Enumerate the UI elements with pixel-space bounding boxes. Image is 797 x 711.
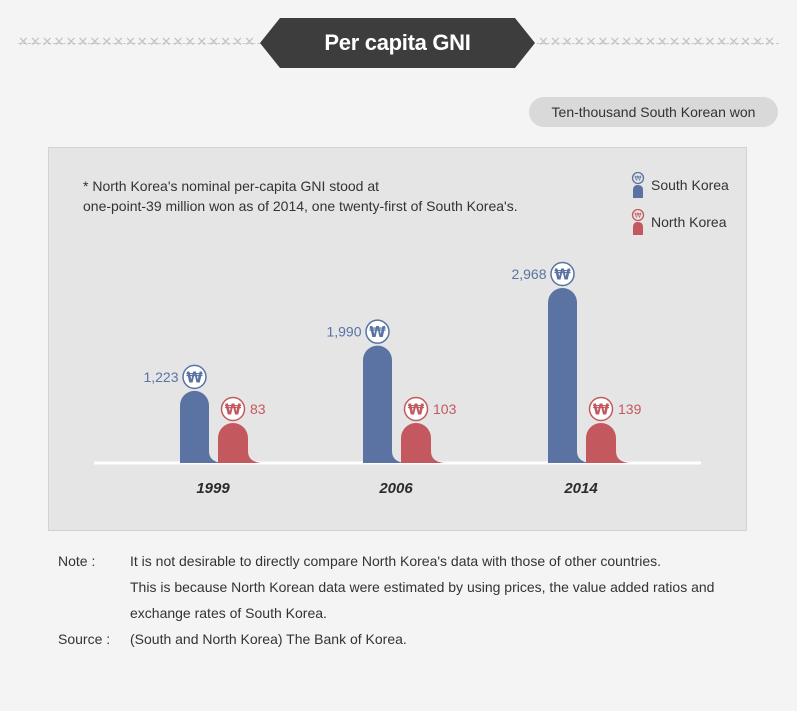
- legend-north-korea: ₩ North Korea: [631, 209, 726, 235]
- bar-north-korea-1999: [218, 423, 264, 463]
- bar-north-korea-2014: [586, 423, 632, 463]
- footnote-line: * North Korea's nominal per-capita GNI s…: [83, 178, 380, 194]
- source-text: (South and North Korea) The Bank of Kore…: [130, 631, 407, 647]
- x-tick-label: 1999: [196, 480, 230, 497]
- data-label: 2,968: [511, 266, 546, 282]
- won-symbol: ₩: [186, 368, 203, 386]
- bar-south-korea-1999: [180, 390, 225, 463]
- page-title: Per capita GNI: [260, 18, 535, 68]
- won-symbol: ₩: [225, 401, 242, 419]
- source-key: Source :: [58, 631, 111, 647]
- won-symbol: ₩: [408, 401, 425, 419]
- title-banner: ✕✕✕✕✕✕✕✕✕✕✕✕✕✕✕✕✕✕✕✕ ✕✕✕✕✕✕ ✕✕✕✕✕✕✕✕✕✕✕✕✕…: [0, 18, 797, 68]
- won-coin-icon: [550, 261, 575, 287]
- won-coin-icon: [365, 319, 390, 344]
- won-coin-icon: [403, 396, 429, 422]
- x-tick-label: 2006: [378, 480, 413, 497]
- data-label: 103: [433, 401, 457, 417]
- data-label: 139: [618, 401, 642, 417]
- won-coin-icon: [588, 396, 614, 422]
- x-tick-label: 2014: [563, 480, 598, 497]
- cross-stitch-left: ✕✕✕✕✕✕✕✕✕✕✕✕✕✕✕✕✕✕✕✕✕✕✕✕✕✕: [18, 35, 258, 50]
- unit-label: Ten-thousand South Korean won: [529, 97, 778, 127]
- data-label: 1,223: [143, 369, 178, 385]
- north-korea-person-icon: ₩: [631, 209, 645, 235]
- note-key: Note :: [58, 553, 96, 569]
- legend-label: North Korea: [651, 214, 727, 230]
- won-coin-icon: [182, 364, 207, 390]
- won-symbol: ₩: [554, 266, 571, 284]
- notes-section: Note : It is not desirable to directly c…: [58, 548, 770, 652]
- cross-stitch-right: ✕✕✕✕✕✕✕✕✕✕✕✕✕✕✕✕✕✕✕✕✕✕✕✕✕✕: [538, 35, 778, 50]
- note-line: It is not desirable to directly compare …: [130, 553, 662, 569]
- bar-north-korea-2006: [401, 423, 447, 463]
- footnote-line: one-point-39 million won as of 2014, one…: [83, 198, 518, 214]
- won-symbol: ₩: [593, 401, 610, 419]
- data-label: 83: [250, 401, 266, 417]
- bar-south-korea-2014: [548, 288, 593, 463]
- won-symbol: ₩: [369, 323, 386, 341]
- note-line: This is because North Korean data were e…: [130, 579, 715, 595]
- note-line: exchange rates of South Korea.: [130, 605, 327, 621]
- chart-panel: [48, 147, 747, 531]
- bar-south-korea-2006: [363, 345, 408, 463]
- legend-south-korea: ₩ South Korea: [631, 172, 729, 198]
- chart-footnote: * North Korea's nominal per-capita GNI s…: [83, 176, 603, 216]
- svg-text:₩: ₩: [635, 175, 642, 183]
- bar-chart: ₩1,223 ₩ 83 1999 ₩1,990 ₩ 103 2006 ₩2,968 ₩ 139 201…: [94, 261, 701, 497]
- won-coin-icon: [220, 396, 246, 422]
- south-korea-person-icon: ₩: [631, 172, 645, 198]
- legend-label: South Korea: [651, 177, 729, 193]
- data-label: 1,990: [326, 324, 361, 340]
- svg-text:₩: ₩: [635, 212, 642, 220]
